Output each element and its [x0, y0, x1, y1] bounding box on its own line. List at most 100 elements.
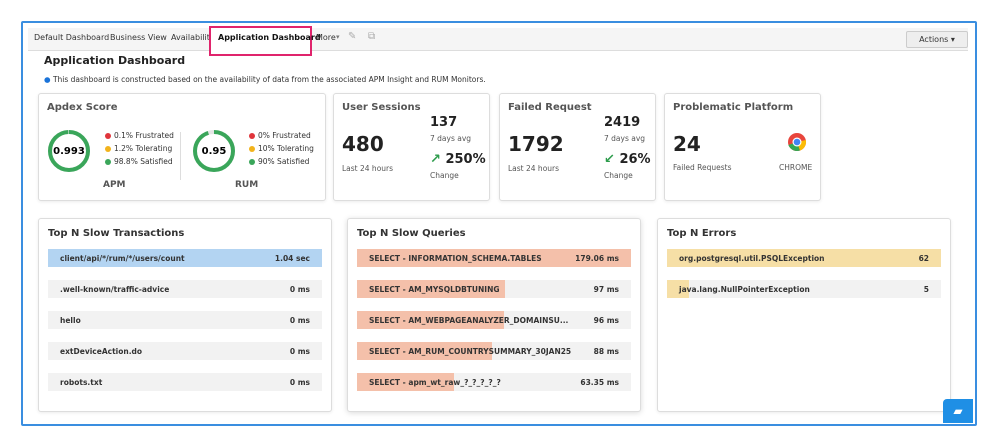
bar — [667, 249, 941, 267]
row-name: SELECT - AM_WEBPAGEANALYZER_DOMAINSU... — [369, 316, 569, 325]
row-name: org.postgresql.util.PSQLException — [679, 254, 825, 263]
panel-title: Top N Slow Transactions — [48, 228, 185, 239]
score: 0.95 — [202, 146, 227, 157]
tab[interactable]: Availability — [171, 33, 215, 42]
card-title: Apdex Score — [47, 102, 118, 113]
change: 26% — [619, 152, 651, 167]
chat-button[interactable]: ▰ — [943, 399, 973, 423]
row-value: 1.04 sec — [274, 254, 310, 263]
row-value: 97 ms — [593, 285, 619, 294]
chrome-icon — [788, 133, 807, 152]
info-text: This dashboard is constructed based on t… — [52, 75, 486, 84]
metric: 1792 — [508, 132, 564, 156]
bar — [357, 249, 631, 267]
metric-label: Last 24 hours — [508, 164, 560, 173]
ring-arc — [193, 130, 235, 172]
actions-label: Actions — [919, 35, 949, 44]
bar — [357, 342, 492, 360]
bar — [48, 249, 322, 267]
tab-bar — [28, 28, 968, 51]
change-label: Change — [430, 171, 459, 180]
avg: 137 — [430, 115, 458, 130]
metric-label: Last 24 hours — [342, 164, 394, 173]
info-icon: ● — [44, 75, 51, 84]
card-title: Problematic Platform — [673, 102, 794, 113]
row-value: 179.06 ms — [575, 254, 619, 263]
row: SELECT - INFORMATION_SCHEMA.TABLES 179.06… — [357, 249, 631, 267]
info: ● This dashboard is constructed based on… — [44, 75, 486, 84]
row-value: 96 ms — [593, 316, 619, 325]
page-title: Application Dashboard — [44, 54, 186, 67]
row: SELECT - AM_RUM_COUNTRYSUMMARY_30JAN25 88… — [357, 342, 631, 360]
bar — [667, 280, 690, 298]
monitor-label: APM — [103, 180, 126, 190]
browser-label: CHROME — [779, 163, 813, 172]
row: SELECT - AM_WEBPAGEANALYZER_DOMAINSU... 9… — [357, 311, 631, 329]
row-value: 63.35 ms — [580, 378, 619, 387]
legend-item: 10% Tolerating — [258, 144, 314, 153]
legend-item: 90% Satisfied — [258, 157, 310, 166]
card-title: Failed Request — [508, 102, 592, 113]
row-value: 0 ms — [289, 378, 310, 387]
row-name: SELECT - AM_RUM_COUNTRYSUMMARY_30JAN25 — [369, 347, 572, 356]
actions-button[interactable]: Actions ▾ — [906, 31, 968, 48]
score: 0.993 — [53, 146, 85, 157]
row: robots.txt 0 ms — [48, 373, 322, 391]
row-name: extDeviceAction.do — [60, 347, 143, 356]
legend-item: 98.8% Satisfied — [114, 157, 173, 166]
failed-card: Failed Request 1792 Last 24 hours 2419 7… — [499, 93, 656, 201]
divider — [180, 132, 181, 180]
up-arrow: ↗ — [430, 152, 441, 167]
change: 250% — [445, 152, 486, 167]
avg-label: 7 days avg — [604, 134, 646, 143]
row-name: SELECT - apm_wt_raw_?_?_?_?_? — [369, 378, 501, 387]
row: java.lang.NullPointerException 5 — [667, 280, 941, 298]
row-name: client/api/*/rum/*/users/count — [60, 254, 185, 263]
tab[interactable]: Business View — [110, 33, 167, 42]
avg: 2419 — [604, 115, 641, 130]
active-tab-highlight — [209, 26, 312, 56]
row: SELECT - AM_MYSQLDBTUNING 97 ms — [357, 280, 631, 298]
down-arrow: ↙ — [604, 152, 615, 167]
ring-arc — [48, 130, 90, 172]
row: org.postgresql.util.PSQLException 62 — [667, 249, 941, 267]
edit-icon[interactable]: ✎ — [348, 31, 357, 42]
apdex-card: Apdex Score 0.993 0.1% Frustrated 1.2% T… — [38, 93, 326, 201]
platform-card: Problematic Platform 24 Failed Requests … — [664, 93, 821, 201]
row-value: 0 ms — [289, 285, 310, 294]
metric: 24 — [673, 132, 701, 156]
transactions-panel: Top N Slow Transactions client/api/*/rum… — [38, 218, 332, 412]
panel-title: Top N Slow Queries — [357, 228, 466, 239]
row-name: robots.txt — [60, 378, 103, 387]
legend-item: 1.2% Tolerating — [114, 144, 173, 153]
legend: 0.1% Frustrated 1.2% Tolerating 98.8% Sa… — [105, 129, 174, 168]
bar — [357, 311, 504, 329]
metric-label: Failed Requests — [673, 163, 732, 172]
row-name: .well-known/traffic-advice — [60, 285, 170, 294]
frame — [21, 21, 977, 426]
tab[interactable]: More — [316, 33, 336, 42]
monitor-label: RUM — [235, 180, 259, 190]
errors-panel: Top N Errors org.postgresql.util.PSQLExc… — [657, 218, 951, 412]
row-value: 88 ms — [593, 347, 619, 356]
row-value: 0 ms — [289, 347, 310, 356]
legend-item: 0% Frustrated — [258, 131, 311, 140]
row: hello 0 ms — [48, 311, 322, 329]
row: SELECT - apm_wt_raw_?_?_?_?_? 63.35 ms — [357, 373, 631, 391]
share-icon[interactable]: ⧉ — [368, 31, 376, 42]
legend-item: 0.1% Frustrated — [114, 131, 174, 140]
row: extDeviceAction.do 0 ms — [48, 342, 322, 360]
change-label: Change — [604, 171, 633, 180]
dropdown-caret: ▾ — [336, 33, 340, 41]
row-name: SELECT - INFORMATION_SCHEMA.TABLES — [369, 254, 542, 263]
row-name: java.lang.NullPointerException — [679, 285, 810, 294]
row-name: SELECT - AM_MYSQLDBTUNING — [369, 285, 500, 294]
row-value: 62 — [918, 254, 929, 263]
row-value: 0 ms — [289, 316, 310, 325]
tab-active[interactable]: Application Dashboard — [218, 33, 321, 42]
legend: 0% Frustrated 10% Tolerating 90% Satisfi… — [249, 129, 314, 168]
metric: 480 — [342, 132, 384, 156]
sessions-card: User Sessions 480 Last 24 hours 137 7 da… — [333, 93, 490, 201]
tab[interactable]: Default Dashboard — [34, 33, 110, 42]
